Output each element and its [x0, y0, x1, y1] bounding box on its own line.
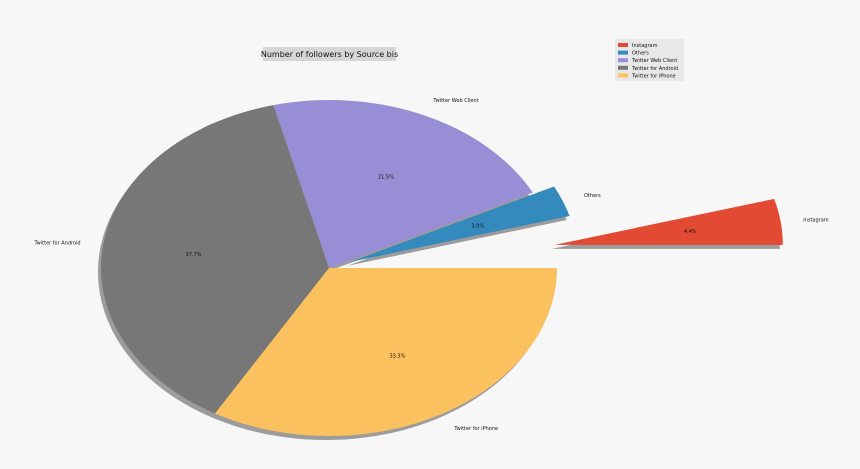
slice-label-twitter-for-android: Twitter for Android [33, 241, 80, 247]
legend-label-twitter-for-android: Twitter for Android [631, 66, 678, 72]
percent-labels: 4.4% 3.0% 21.5% 37.7% 33.3% [186, 174, 697, 359]
slice-twitter-web-client [273, 99, 533, 269]
slice-labels: Instagram Others Twitter Web Client Twitter… [33, 98, 828, 432]
chart-title-text: Number of followers by Source bis [261, 50, 398, 59]
pie-slices [100, 99, 783, 436]
slice-label-twitter-web-client: Twitter Web Client [432, 98, 478, 104]
slice-label-others: Others [584, 193, 601, 199]
chart-title: Number of followers by Source bis [261, 47, 398, 61]
slice-instagram [554, 198, 783, 245]
percent-label-others: 3.0% [471, 223, 484, 229]
legend-label-instagram: Instagram [632, 43, 658, 49]
legend-label-others: Others [632, 51, 649, 57]
legend-swatch-instagram [618, 43, 628, 47]
percent-label-instagram: 4.4% [684, 229, 697, 235]
slice-twitter-for-iphone [215, 268, 557, 436]
slice-label-twitter-for-iphone: Twitter for iPhone [453, 426, 498, 432]
percent-label-twitter-for-android: 37.7% [186, 252, 202, 258]
legend-swatch-others [618, 50, 628, 55]
slice-twitter-for-android [100, 105, 329, 414]
slice-label-instagram: Instagram [803, 217, 829, 223]
legend-label-twitter-web-client: Twitter Web Client [631, 58, 677, 64]
slice-others [350, 186, 570, 262]
percent-label-twitter-for-iphone: 33.3% [389, 353, 405, 359]
legend-swatch-twitter-for-iphone [618, 73, 628, 78]
legend-swatch-twitter-web-client [618, 58, 628, 63]
legend-label-twitter-for-iphone: Twitter for iPhone [631, 73, 676, 79]
percent-label-twitter-web-client: 21.5% [378, 174, 394, 180]
legend-swatch-twitter-for-android [618, 65, 628, 70]
